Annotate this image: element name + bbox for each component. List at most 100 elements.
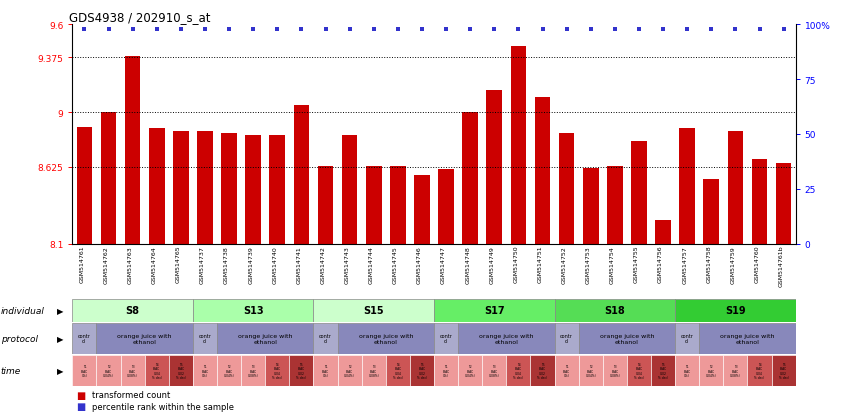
Bar xyxy=(579,355,603,386)
Text: S13: S13 xyxy=(243,305,264,316)
Bar xyxy=(414,176,430,244)
Bar xyxy=(149,129,164,244)
Text: orange juice with
ethanol: orange juice with ethanol xyxy=(720,333,774,344)
Bar xyxy=(96,355,121,386)
Text: GSM514765: GSM514765 xyxy=(176,245,181,282)
Bar xyxy=(559,133,574,244)
Bar xyxy=(317,167,334,244)
Bar xyxy=(438,170,454,244)
Text: T4
(BAC
0.04
% dec): T4 (BAC 0.04 % dec) xyxy=(272,362,283,379)
Bar xyxy=(458,323,555,354)
Text: GSM514743: GSM514743 xyxy=(345,245,350,283)
Bar xyxy=(723,355,747,386)
Text: T5
(BAC
0.02
% dec): T5 (BAC 0.02 % dec) xyxy=(537,362,548,379)
Text: GSM514761b: GSM514761b xyxy=(779,245,784,287)
Text: percentile rank within the sample: percentile rank within the sample xyxy=(92,402,234,411)
Bar xyxy=(313,299,434,322)
Bar xyxy=(313,355,338,386)
Text: S18: S18 xyxy=(604,305,625,316)
Bar xyxy=(462,113,478,244)
Text: T5
(BAC
0.02
% dec): T5 (BAC 0.02 % dec) xyxy=(779,362,789,379)
Bar xyxy=(338,323,434,354)
Bar xyxy=(366,167,381,244)
Bar xyxy=(313,323,338,354)
Bar xyxy=(266,355,289,386)
Text: GSM514762: GSM514762 xyxy=(104,245,109,283)
Text: orange juice with
ethanol: orange juice with ethanol xyxy=(117,333,172,344)
Bar xyxy=(651,355,675,386)
Bar xyxy=(704,180,719,244)
Text: T1
(BAC
0%): T1 (BAC 0%) xyxy=(563,364,570,377)
Bar xyxy=(193,299,313,322)
Bar xyxy=(193,323,217,354)
Bar xyxy=(530,355,555,386)
Text: GSM514741: GSM514741 xyxy=(296,245,301,283)
Bar xyxy=(700,355,723,386)
Text: T2
(BAC
0.04%): T2 (BAC 0.04%) xyxy=(465,364,476,377)
Text: T1
(BAC
0%): T1 (BAC 0%) xyxy=(443,364,449,377)
Text: GSM514758: GSM514758 xyxy=(706,245,711,282)
Text: GSM514750: GSM514750 xyxy=(513,245,518,282)
Bar xyxy=(458,355,483,386)
Text: GSM514737: GSM514737 xyxy=(200,245,205,283)
Text: time: time xyxy=(1,366,21,375)
Text: GSM514753: GSM514753 xyxy=(585,245,591,283)
Bar xyxy=(342,136,357,244)
Text: contr
ol: contr ol xyxy=(198,333,211,344)
Bar xyxy=(193,355,217,386)
Text: GSM514764: GSM514764 xyxy=(151,245,157,283)
Bar xyxy=(603,355,627,386)
Text: T5
(BAC
0.02
% dec): T5 (BAC 0.02 % dec) xyxy=(175,362,186,379)
Text: GSM514756: GSM514756 xyxy=(658,245,663,282)
Bar xyxy=(221,133,237,244)
Bar xyxy=(675,355,700,386)
Bar xyxy=(410,355,434,386)
Text: T4
(BAC
0.04
% dec): T4 (BAC 0.04 % dec) xyxy=(392,362,403,379)
Text: GDS4938 / 202910_s_at: GDS4938 / 202910_s_at xyxy=(69,11,210,24)
Text: GSM514745: GSM514745 xyxy=(393,245,398,283)
Text: ▶: ▶ xyxy=(57,306,64,315)
Bar xyxy=(675,323,700,354)
Bar xyxy=(772,355,796,386)
Text: T2
(BAC
0.04%): T2 (BAC 0.04%) xyxy=(585,364,596,377)
Text: GSM514748: GSM514748 xyxy=(465,245,470,283)
Text: T5
(BAC
0.02
% dec): T5 (BAC 0.02 % dec) xyxy=(658,362,668,379)
Text: ▶: ▶ xyxy=(57,334,64,343)
Text: contr
ol: contr ol xyxy=(319,333,332,344)
Bar xyxy=(217,323,313,354)
Text: T4
(BAC
0.04
% dec): T4 (BAC 0.04 % dec) xyxy=(151,362,162,379)
Bar xyxy=(145,355,168,386)
Bar xyxy=(631,142,647,244)
Bar xyxy=(434,299,555,322)
Bar xyxy=(675,299,796,322)
Text: T1
(BAC
0%): T1 (BAC 0%) xyxy=(81,364,88,377)
Bar xyxy=(511,47,526,244)
Text: S19: S19 xyxy=(725,305,745,316)
Text: ▶: ▶ xyxy=(57,366,64,375)
Bar xyxy=(583,168,598,244)
Text: T2
(BAC
0.04%): T2 (BAC 0.04%) xyxy=(224,364,234,377)
Bar xyxy=(197,132,213,244)
Text: GSM514754: GSM514754 xyxy=(610,245,614,283)
Text: GSM514747: GSM514747 xyxy=(441,245,446,283)
Bar xyxy=(776,164,791,244)
Text: T4
(BAC
0.04
% dec): T4 (BAC 0.04 % dec) xyxy=(754,362,765,379)
Bar xyxy=(217,355,241,386)
Text: GSM514739: GSM514739 xyxy=(248,245,254,283)
Text: GSM514751: GSM514751 xyxy=(538,245,543,282)
Text: T1
(BAC
0%): T1 (BAC 0%) xyxy=(322,364,329,377)
Text: T3
(BAC
0.08%): T3 (BAC 0.08%) xyxy=(128,364,138,377)
Text: GSM514761: GSM514761 xyxy=(79,245,84,282)
Bar xyxy=(100,113,117,244)
Text: GSM514738: GSM514738 xyxy=(224,245,229,283)
Text: S15: S15 xyxy=(363,305,384,316)
Bar xyxy=(168,355,193,386)
Text: T2
(BAC
0.04%): T2 (BAC 0.04%) xyxy=(706,364,717,377)
Text: S17: S17 xyxy=(484,305,505,316)
Text: GSM514742: GSM514742 xyxy=(321,245,326,283)
Bar xyxy=(579,323,675,354)
Text: S8: S8 xyxy=(126,305,140,316)
Bar xyxy=(747,355,772,386)
Text: GSM514757: GSM514757 xyxy=(683,245,688,283)
Text: GSM514760: GSM514760 xyxy=(755,245,760,282)
